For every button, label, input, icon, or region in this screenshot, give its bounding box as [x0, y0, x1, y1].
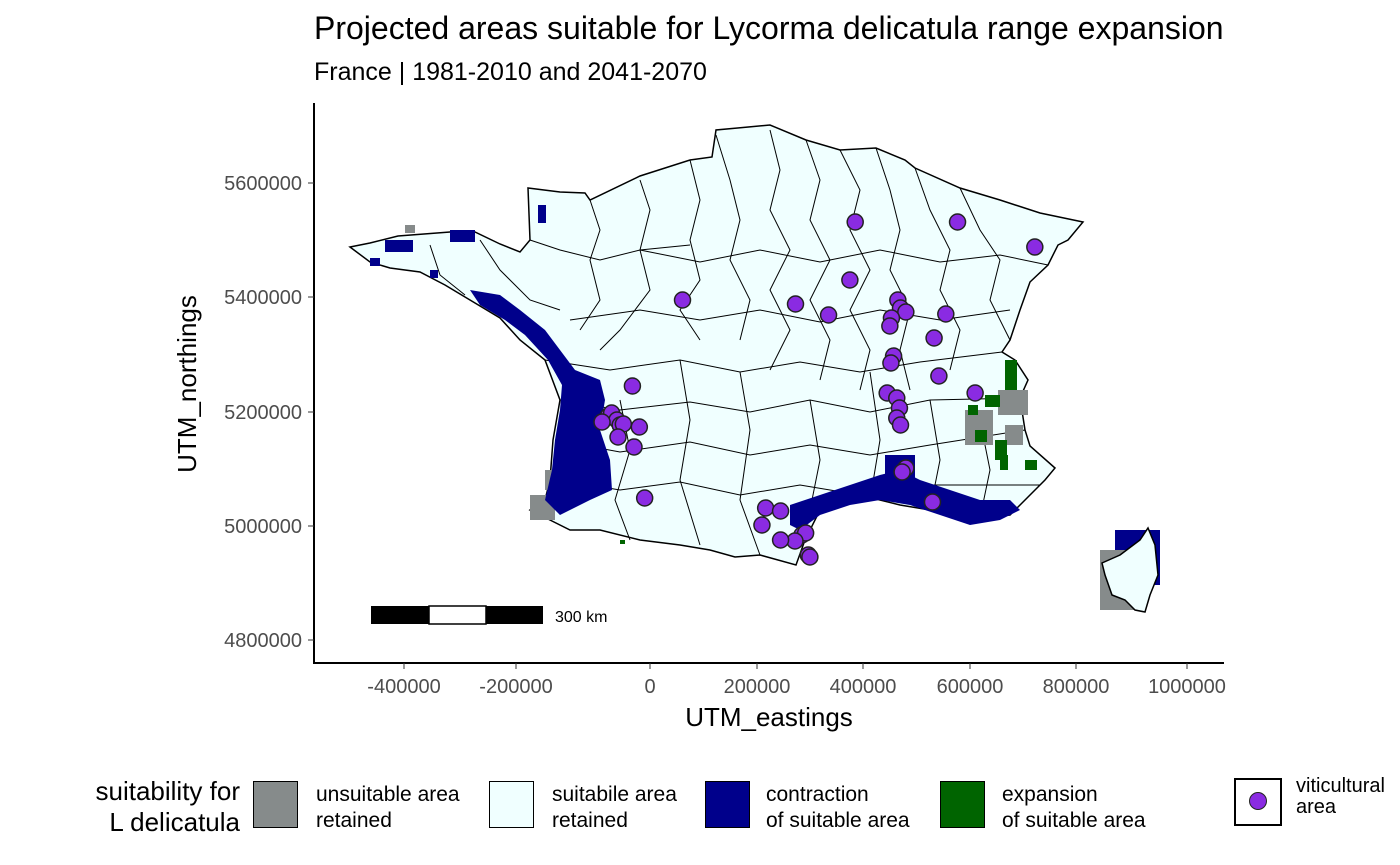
viticultural-point	[623, 377, 642, 395]
map-subtitle: France | 1981-2010 and 2041-2070	[314, 58, 707, 86]
x-ticks: -400000 -200000 0 200000 400000 600000 8…	[367, 663, 1226, 698]
viticultural-point	[786, 295, 805, 313]
viticultural-point	[882, 354, 900, 372]
viticultural-point	[819, 306, 838, 324]
viticultural-point	[771, 502, 790, 520]
viticultural-points	[593, 213, 1044, 566]
viticultural-point	[893, 463, 911, 481]
viticultural-point	[753, 516, 771, 534]
y-tick-label: 5000000	[224, 516, 302, 538]
legend-key-unsuitable	[253, 781, 298, 828]
legend-key-suitable	[489, 781, 534, 828]
viticultural-point	[756, 499, 775, 517]
map-title: Projected areas suitable for Lycorma del…	[314, 10, 1224, 46]
scale-bar-segment	[428, 605, 487, 625]
x-axis-title: UTM_eastings	[685, 702, 853, 732]
viticultural-point	[625, 438, 643, 456]
viticultural-point	[966, 384, 984, 402]
x-tick-label: 800000	[1043, 676, 1110, 698]
viticultural-point	[897, 303, 915, 321]
viticultural-point	[786, 532, 804, 550]
legend-label-contraction: contraction of suitable area	[766, 783, 910, 832]
viticultural-point	[948, 213, 967, 231]
viticultural-point	[635, 489, 654, 507]
x-tick-label: 0	[644, 676, 655, 698]
viticultural-point	[1026, 238, 1044, 256]
x-tick-label: 200000	[724, 676, 791, 698]
scale-bar-segment	[486, 606, 543, 624]
legend-label-viticultural: viticultural area	[1296, 775, 1385, 818]
viticultural-point-icon	[1249, 792, 1267, 810]
y-tick-label: 5200000	[224, 402, 302, 424]
scale-bar-label: 300 km	[555, 609, 607, 626]
y-tick-label: 4800000	[224, 630, 302, 652]
viticultural-point	[930, 367, 948, 385]
viticultural-point	[630, 418, 649, 436]
viticultural-point	[593, 413, 611, 431]
viticultural-point	[925, 329, 943, 347]
viticultural-point	[771, 531, 790, 549]
viticultural-point	[673, 291, 692, 309]
y-tick-label: 5600000	[224, 173, 302, 195]
legend-key-expansion	[940, 781, 985, 828]
x-tick-label: -400000	[367, 676, 440, 698]
viticultural-point	[881, 317, 899, 335]
scale-bar-segment	[371, 606, 429, 624]
legend-key-contraction	[705, 781, 750, 828]
viticultural-point	[923, 493, 942, 511]
legend-key-viticultural	[1234, 778, 1282, 826]
scale-bar: 300 km	[371, 605, 607, 626]
viticultural-point	[846, 213, 864, 231]
viticultural-point	[609, 428, 627, 446]
x-tick-label: 400000	[830, 676, 897, 698]
y-axis-title: UTM_northings	[172, 295, 202, 473]
department-borders	[429, 129, 1049, 556]
x-tick-label: -200000	[479, 676, 552, 698]
corsica-outline	[1101, 526, 1159, 613]
viticultural-point	[937, 305, 955, 323]
expansion-areas	[620, 360, 1037, 544]
viticultural-point	[801, 548, 819, 566]
x-tick-label: 600000	[937, 676, 1004, 698]
legend-label-expansion: expansion of suitable area	[1002, 783, 1146, 832]
viticultural-point	[891, 416, 910, 434]
legend-label-suitable: suitabile area retained	[552, 783, 677, 832]
y-tick-label: 5400000	[224, 287, 302, 309]
legend-label-unsuitable: unsuitable area retained	[316, 783, 460, 832]
legend-title: suitability for L delicatula	[95, 776, 241, 837]
y-ticks: 5600000 5400000 5200000 5000000 4800000	[224, 173, 314, 652]
x-tick-label: 1000000	[1148, 676, 1226, 698]
viticultural-point	[841, 271, 859, 289]
